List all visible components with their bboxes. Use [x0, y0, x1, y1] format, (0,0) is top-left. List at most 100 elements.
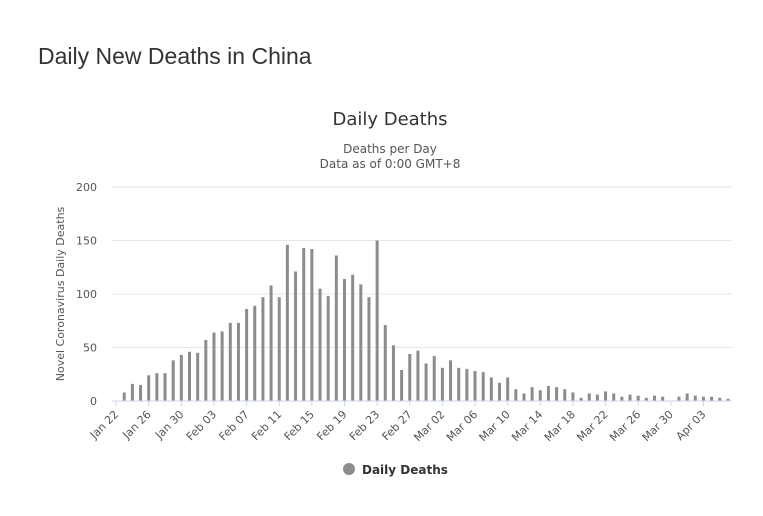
- bar[interactable]: [579, 397, 583, 401]
- bar[interactable]: [587, 393, 591, 401]
- bar[interactable]: [522, 393, 526, 401]
- bar[interactable]: [416, 350, 420, 401]
- bar[interactable]: [351, 274, 355, 401]
- bar[interactable]: [481, 372, 485, 401]
- bar[interactable]: [604, 391, 608, 401]
- bar[interactable]: [294, 271, 298, 401]
- bar[interactable]: [514, 389, 518, 401]
- bar[interactable]: [449, 360, 453, 401]
- bar[interactable]: [685, 393, 689, 401]
- x-tick-label: Feb 11: [249, 408, 284, 443]
- chart-subtitle-line-1: Deaths per Day: [343, 142, 437, 156]
- bar[interactable]: [530, 387, 534, 401]
- bar[interactable]: [489, 377, 493, 401]
- legend-marker: [343, 463, 355, 475]
- bar[interactable]: [636, 395, 640, 401]
- bar[interactable]: [139, 384, 143, 401]
- x-tick-label: Feb 23: [347, 408, 382, 443]
- bar[interactable]: [563, 389, 567, 401]
- x-tick-label: Feb 15: [282, 408, 317, 443]
- chart-title: Daily Deaths: [332, 109, 447, 130]
- bar[interactable]: [424, 363, 428, 401]
- bar[interactable]: [261, 297, 265, 401]
- bar[interactable]: [473, 371, 477, 401]
- legend[interactable]: Daily Deaths: [343, 463, 448, 477]
- bar[interactable]: [718, 397, 722, 401]
- bar[interactable]: [359, 284, 363, 401]
- bar[interactable]: [212, 332, 216, 401]
- bar[interactable]: [147, 375, 151, 401]
- bar[interactable]: [620, 396, 624, 401]
- bar[interactable]: [408, 353, 412, 401]
- gridlines: [112, 186, 732, 348]
- bar[interactable]: [726, 398, 730, 401]
- daily-deaths-chart: Daily Deaths Deaths per Day Data as of 0…: [54, 109, 732, 477]
- bar[interactable]: [179, 354, 183, 401]
- bar[interactable]: [228, 322, 232, 401]
- x-tick-label: Jan 30: [152, 408, 186, 442]
- bar[interactable]: [710, 396, 714, 401]
- bars: [122, 240, 730, 402]
- bar[interactable]: [546, 386, 550, 401]
- bar[interactable]: [498, 382, 501, 401]
- y-axis-label: Novel Coronavirus Daily Deaths: [54, 206, 67, 381]
- bar[interactable]: [196, 352, 200, 401]
- bar[interactable]: [701, 396, 705, 401]
- legend-label[interactable]: Daily Deaths: [362, 463, 448, 477]
- bar[interactable]: [130, 383, 134, 401]
- bar[interactable]: [628, 394, 632, 401]
- y-axis-ticks: 0 50 100 150 200: [76, 181, 97, 408]
- bar[interactable]: [188, 351, 191, 401]
- bar[interactable]: [653, 395, 656, 401]
- bar[interactable]: [677, 396, 681, 401]
- bar[interactable]: [538, 390, 542, 401]
- bar[interactable]: [440, 367, 444, 401]
- x-tick-label: Feb 19: [314, 408, 349, 443]
- bar[interactable]: [383, 325, 387, 401]
- page-title: Daily New Deaths in China: [38, 43, 312, 69]
- x-tick-label: Mar 22: [574, 408, 610, 444]
- bar[interactable]: [343, 279, 346, 401]
- bar[interactable]: [155, 373, 159, 401]
- bar[interactable]: [400, 369, 404, 401]
- chart-subtitle-line-2: Data as of 0:00 GMT+8: [320, 157, 461, 171]
- bar[interactable]: [285, 244, 289, 401]
- bar[interactable]: [693, 395, 697, 401]
- y-tick-label: 0: [90, 395, 97, 408]
- bar[interactable]: [122, 392, 126, 401]
- bar[interactable]: [334, 255, 338, 401]
- bar[interactable]: [661, 396, 665, 401]
- bar[interactable]: [612, 393, 616, 401]
- bar[interactable]: [457, 367, 461, 401]
- bar[interactable]: [171, 360, 175, 401]
- bar[interactable]: [310, 249, 314, 401]
- x-tick-label: Mar 30: [640, 408, 676, 444]
- bar[interactable]: [269, 285, 273, 401]
- bar[interactable]: [506, 377, 510, 401]
- bar[interactable]: [302, 247, 306, 401]
- y-tick-label: 200: [76, 181, 97, 194]
- bar[interactable]: [236, 322, 240, 401]
- bar[interactable]: [367, 297, 371, 401]
- bar[interactable]: [555, 387, 559, 401]
- x-tick-label: Mar 02: [411, 408, 447, 444]
- bar[interactable]: [204, 340, 208, 401]
- bar[interactable]: [277, 297, 281, 401]
- bar[interactable]: [571, 392, 575, 401]
- bar[interactable]: [465, 368, 469, 401]
- bar[interactable]: [253, 305, 257, 401]
- x-tick-label: Feb 03: [184, 408, 219, 443]
- x-tick-label: Mar 10: [477, 408, 513, 444]
- bar[interactable]: [644, 397, 648, 401]
- bar[interactable]: [326, 296, 330, 401]
- bar[interactable]: [318, 288, 322, 401]
- bar[interactable]: [220, 331, 224, 401]
- bar[interactable]: [375, 240, 379, 402]
- bar[interactable]: [595, 394, 599, 401]
- bar[interactable]: [391, 345, 395, 401]
- bar[interactable]: [245, 308, 249, 401]
- bar[interactable]: [163, 373, 167, 401]
- bar[interactable]: [432, 356, 436, 401]
- x-tick-label: Mar 26: [607, 408, 643, 444]
